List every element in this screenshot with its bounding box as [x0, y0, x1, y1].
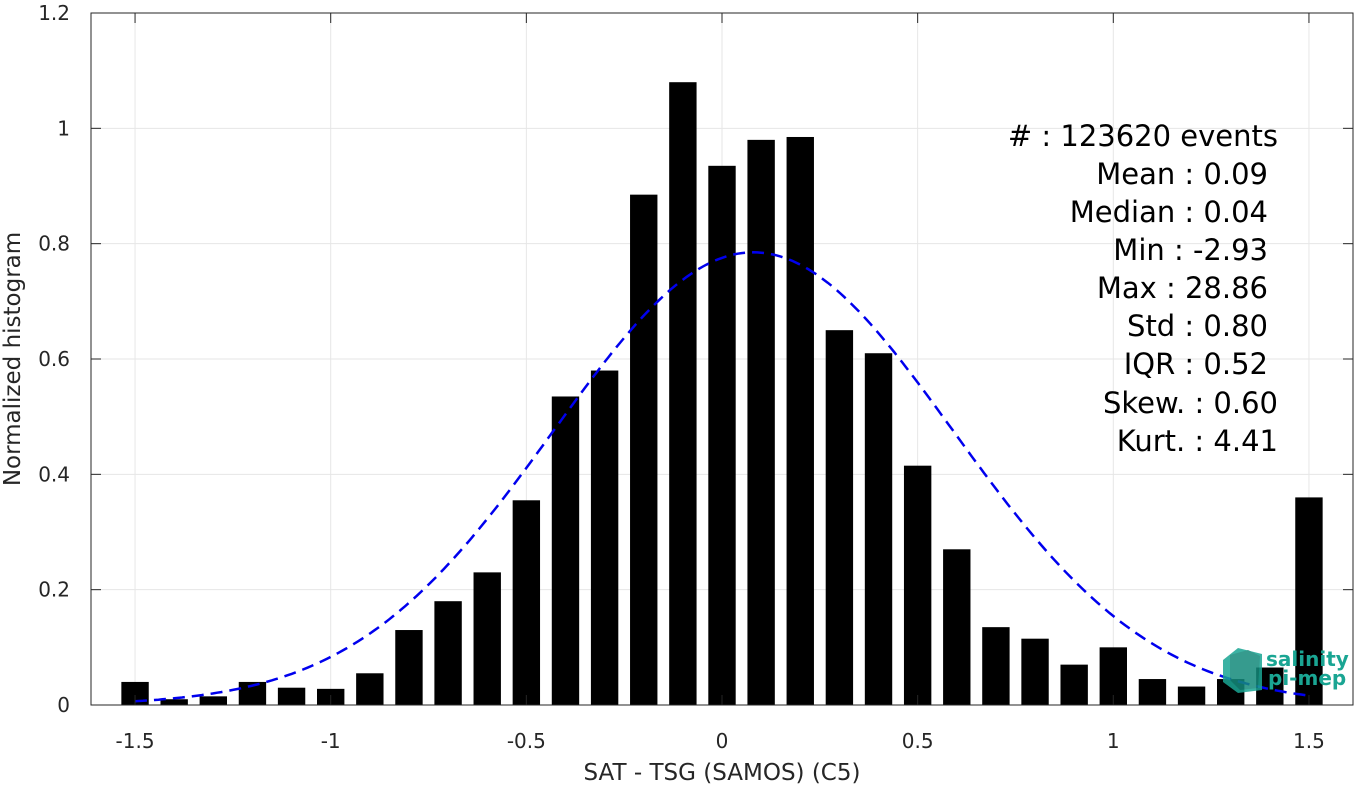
histogram-bar	[277, 687, 306, 705]
histogram-bar	[238, 681, 267, 705]
statistics-box: # : 123620 events Mean : 0.09 Median : 0…	[1008, 119, 1278, 458]
stat-kurtosis: Kurt. : 4.41	[1117, 424, 1278, 458]
x-tick-labels: -1.5 -1 -0.5 0 0.5 1 1.5	[116, 729, 1325, 753]
histogram-bar	[669, 82, 697, 705]
histogram-bar	[356, 673, 384, 705]
histogram-bar	[864, 353, 893, 705]
logo-text-line2: pi-mep	[1268, 666, 1346, 690]
logo-mark-icon	[1223, 648, 1262, 693]
y-tick-label: 0.2	[38, 578, 70, 602]
x-tick-label: 1.5	[1293, 729, 1325, 753]
y-tick-label: 0.4	[38, 462, 70, 486]
histogram-bar	[434, 601, 462, 705]
stat-iqr: IQR : 0.52	[1124, 347, 1268, 381]
histogram-bar	[786, 136, 814, 705]
histogram-bar	[199, 696, 228, 705]
histogram-bar	[630, 194, 658, 705]
y-tick-label: 1	[57, 116, 70, 140]
x-tick-label: 1	[1107, 729, 1120, 753]
histogram-bar	[473, 572, 501, 705]
y-tick-label: 0.8	[38, 232, 70, 256]
histogram-bar	[160, 699, 188, 705]
histogram-bar	[1138, 679, 1167, 705]
stat-min: Min : -2.93	[1113, 233, 1268, 267]
histogram-bar	[1177, 686, 1206, 705]
histogram-bar	[551, 396, 580, 705]
salinity-pimep-logo: salinity pi-mep	[1223, 647, 1349, 693]
x-tick-label: 0	[716, 729, 729, 753]
histogram-bar	[395, 630, 423, 705]
stat-std: Std : 0.80	[1127, 309, 1268, 343]
histogram-bar	[982, 627, 1010, 705]
stat-max: Max : 28.86	[1097, 271, 1268, 305]
x-tick-label: 0.5	[902, 729, 934, 753]
stat-skewness: Skew. : 0.60	[1103, 386, 1278, 420]
y-tick-label: 0.6	[38, 347, 70, 371]
x-tick-label: -1.5	[116, 729, 155, 753]
x-tick-label: -1	[321, 729, 341, 753]
histogram-bar	[1021, 638, 1049, 705]
y-tick-label: 1.2	[38, 1, 70, 25]
x-axis-label: SAT - TSG (SAMOS) (C5)	[584, 760, 861, 785]
stat-count: # : 123620 events	[1008, 119, 1278, 153]
histogram-bar	[121, 681, 149, 705]
axis-ticks	[91, 12, 1353, 706]
histogram-bar	[708, 165, 736, 706]
y-tick-labels: 0 0.2 0.4 0.6 0.8 1 1.2	[38, 1, 70, 717]
histogram-bar	[1295, 497, 1323, 705]
histogram-bar	[512, 500, 541, 705]
histogram-bar	[747, 139, 775, 705]
x-tick-label: -0.5	[507, 729, 546, 753]
histogram-bar	[825, 330, 854, 705]
histogram-bar	[943, 549, 971, 705]
logo-text-line1: salinity	[1266, 647, 1349, 671]
y-tick-label: 0	[57, 693, 70, 717]
histogram-bar	[590, 370, 619, 705]
histogram-bar	[1060, 664, 1088, 705]
stat-median: Median : 0.04	[1070, 195, 1268, 229]
stat-mean: Mean : 0.09	[1096, 157, 1268, 191]
histogram-bar	[903, 465, 932, 705]
y-axis-label: Normalized histogram	[0, 232, 26, 486]
gaussian-fit-curve	[134, 251, 1310, 703]
